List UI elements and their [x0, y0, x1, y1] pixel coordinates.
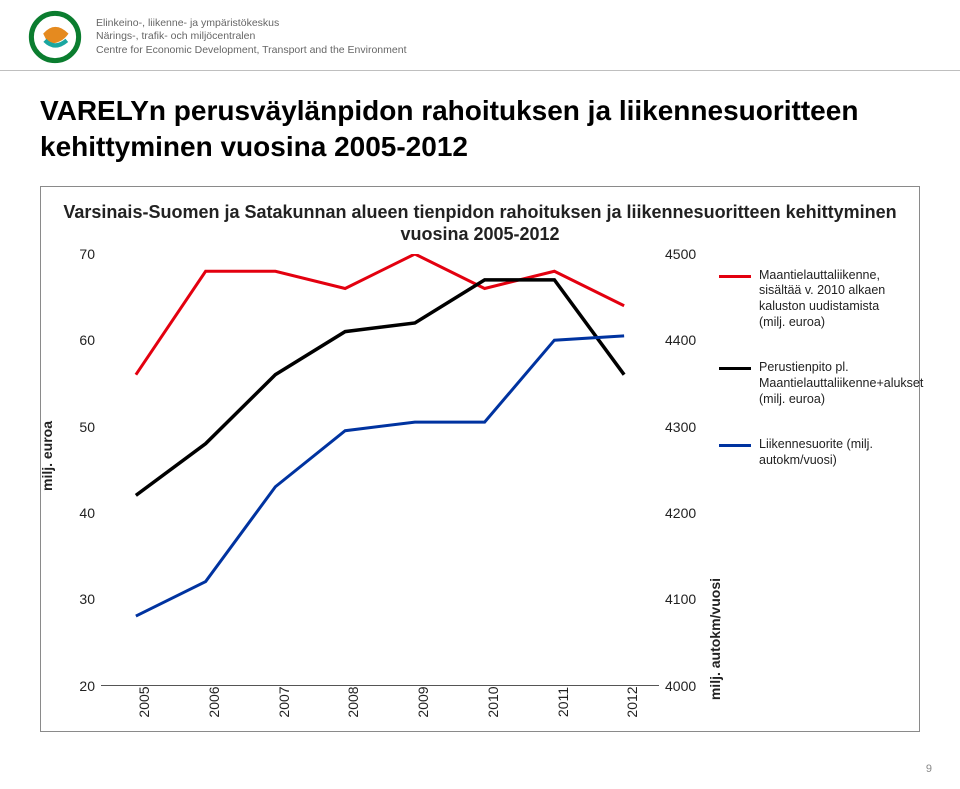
plot-row: milj. euroa 203040506070 milj. autokm/vu…: [55, 254, 905, 686]
legend-item-red: Maantielauttaliikenne, sisältää v. 2010 …: [719, 268, 905, 331]
org-names: Elinkeino-, liikenne- ja ympäristökeskus…: [96, 17, 407, 56]
chart-inner-title: Varsinais-Suomen ja Satakunnan alueen ti…: [55, 201, 905, 246]
header: Elinkeino-, liikenne- ja ympäristökeskus…: [0, 0, 960, 71]
x-tick: 2007: [259, 667, 291, 737]
legend-item-blue: Liikennesuorite (milj. autokm/vuosi): [719, 437, 905, 468]
legend-label: Perustienpito pl. Maantielauttaliikenne+…: [759, 360, 923, 407]
y-axis-left-label: milj. euroa: [39, 421, 55, 491]
page-number: 9: [926, 763, 932, 775]
x-tick: 2011: [538, 667, 570, 737]
chart-svg: [101, 254, 659, 685]
legend-swatch: [719, 367, 751, 370]
x-tick: 2008: [329, 667, 361, 737]
y-tick-left: 50: [79, 419, 95, 435]
chart-frame: Varsinais-Suomen ja Satakunnan alueen ti…: [40, 186, 920, 732]
y-axis-right: milj. autokm/vuosi 400041004200430044004…: [659, 254, 709, 686]
legend: Maantielauttaliikenne, sisältää v. 2010 …: [709, 254, 905, 686]
legend-label: Maantielauttaliikenne, sisältää v. 2010 …: [759, 268, 905, 331]
y-tick-left: 60: [79, 332, 95, 348]
y-tick-left: 40: [79, 505, 95, 521]
y-tick-left: 30: [79, 591, 95, 607]
y-axis-left: milj. euroa 203040506070: [55, 254, 101, 686]
org-fi: Elinkeino-, liikenne- ja ympäristökeskus: [96, 17, 407, 30]
y-tick-right: 4400: [665, 332, 696, 348]
y-tick-right: 4000: [665, 678, 696, 694]
plot-area: [101, 254, 659, 686]
org-en: Centre for Economic Development, Transpo…: [96, 44, 407, 57]
y-tick-left: 20: [79, 678, 95, 694]
series-blue: [136, 336, 624, 616]
x-tick: 2009: [399, 667, 431, 737]
org-sv: Närings-, trafik- och miljöcentralen: [96, 30, 407, 43]
x-axis: 20052006200720082009201020112012: [101, 686, 659, 718]
x-tick: 2006: [190, 667, 222, 737]
y-tick-right: 4300: [665, 419, 696, 435]
series-red: [136, 254, 624, 375]
logo-icon: [28, 10, 82, 64]
x-tick: 2005: [120, 667, 152, 737]
y-tick-right: 4200: [665, 505, 696, 521]
legend-swatch: [719, 275, 751, 278]
legend-label: Liikennesuorite (milj. autokm/vuosi): [759, 437, 905, 468]
y-tick-left: 70: [79, 246, 95, 262]
y-tick-right: 4100: [665, 591, 696, 607]
page-title: VARELYn perusväylänpidon rahoituksen ja …: [0, 71, 960, 174]
y-axis-right-label: milj. autokm/vuosi: [707, 578, 723, 700]
series-black: [136, 280, 624, 496]
legend-item-black: Perustienpito pl. Maantielauttaliikenne+…: [719, 360, 905, 407]
x-tick: 2012: [608, 667, 640, 737]
legend-swatch: [719, 444, 751, 447]
x-tick: 2010: [469, 667, 501, 737]
y-tick-right: 4500: [665, 246, 696, 262]
